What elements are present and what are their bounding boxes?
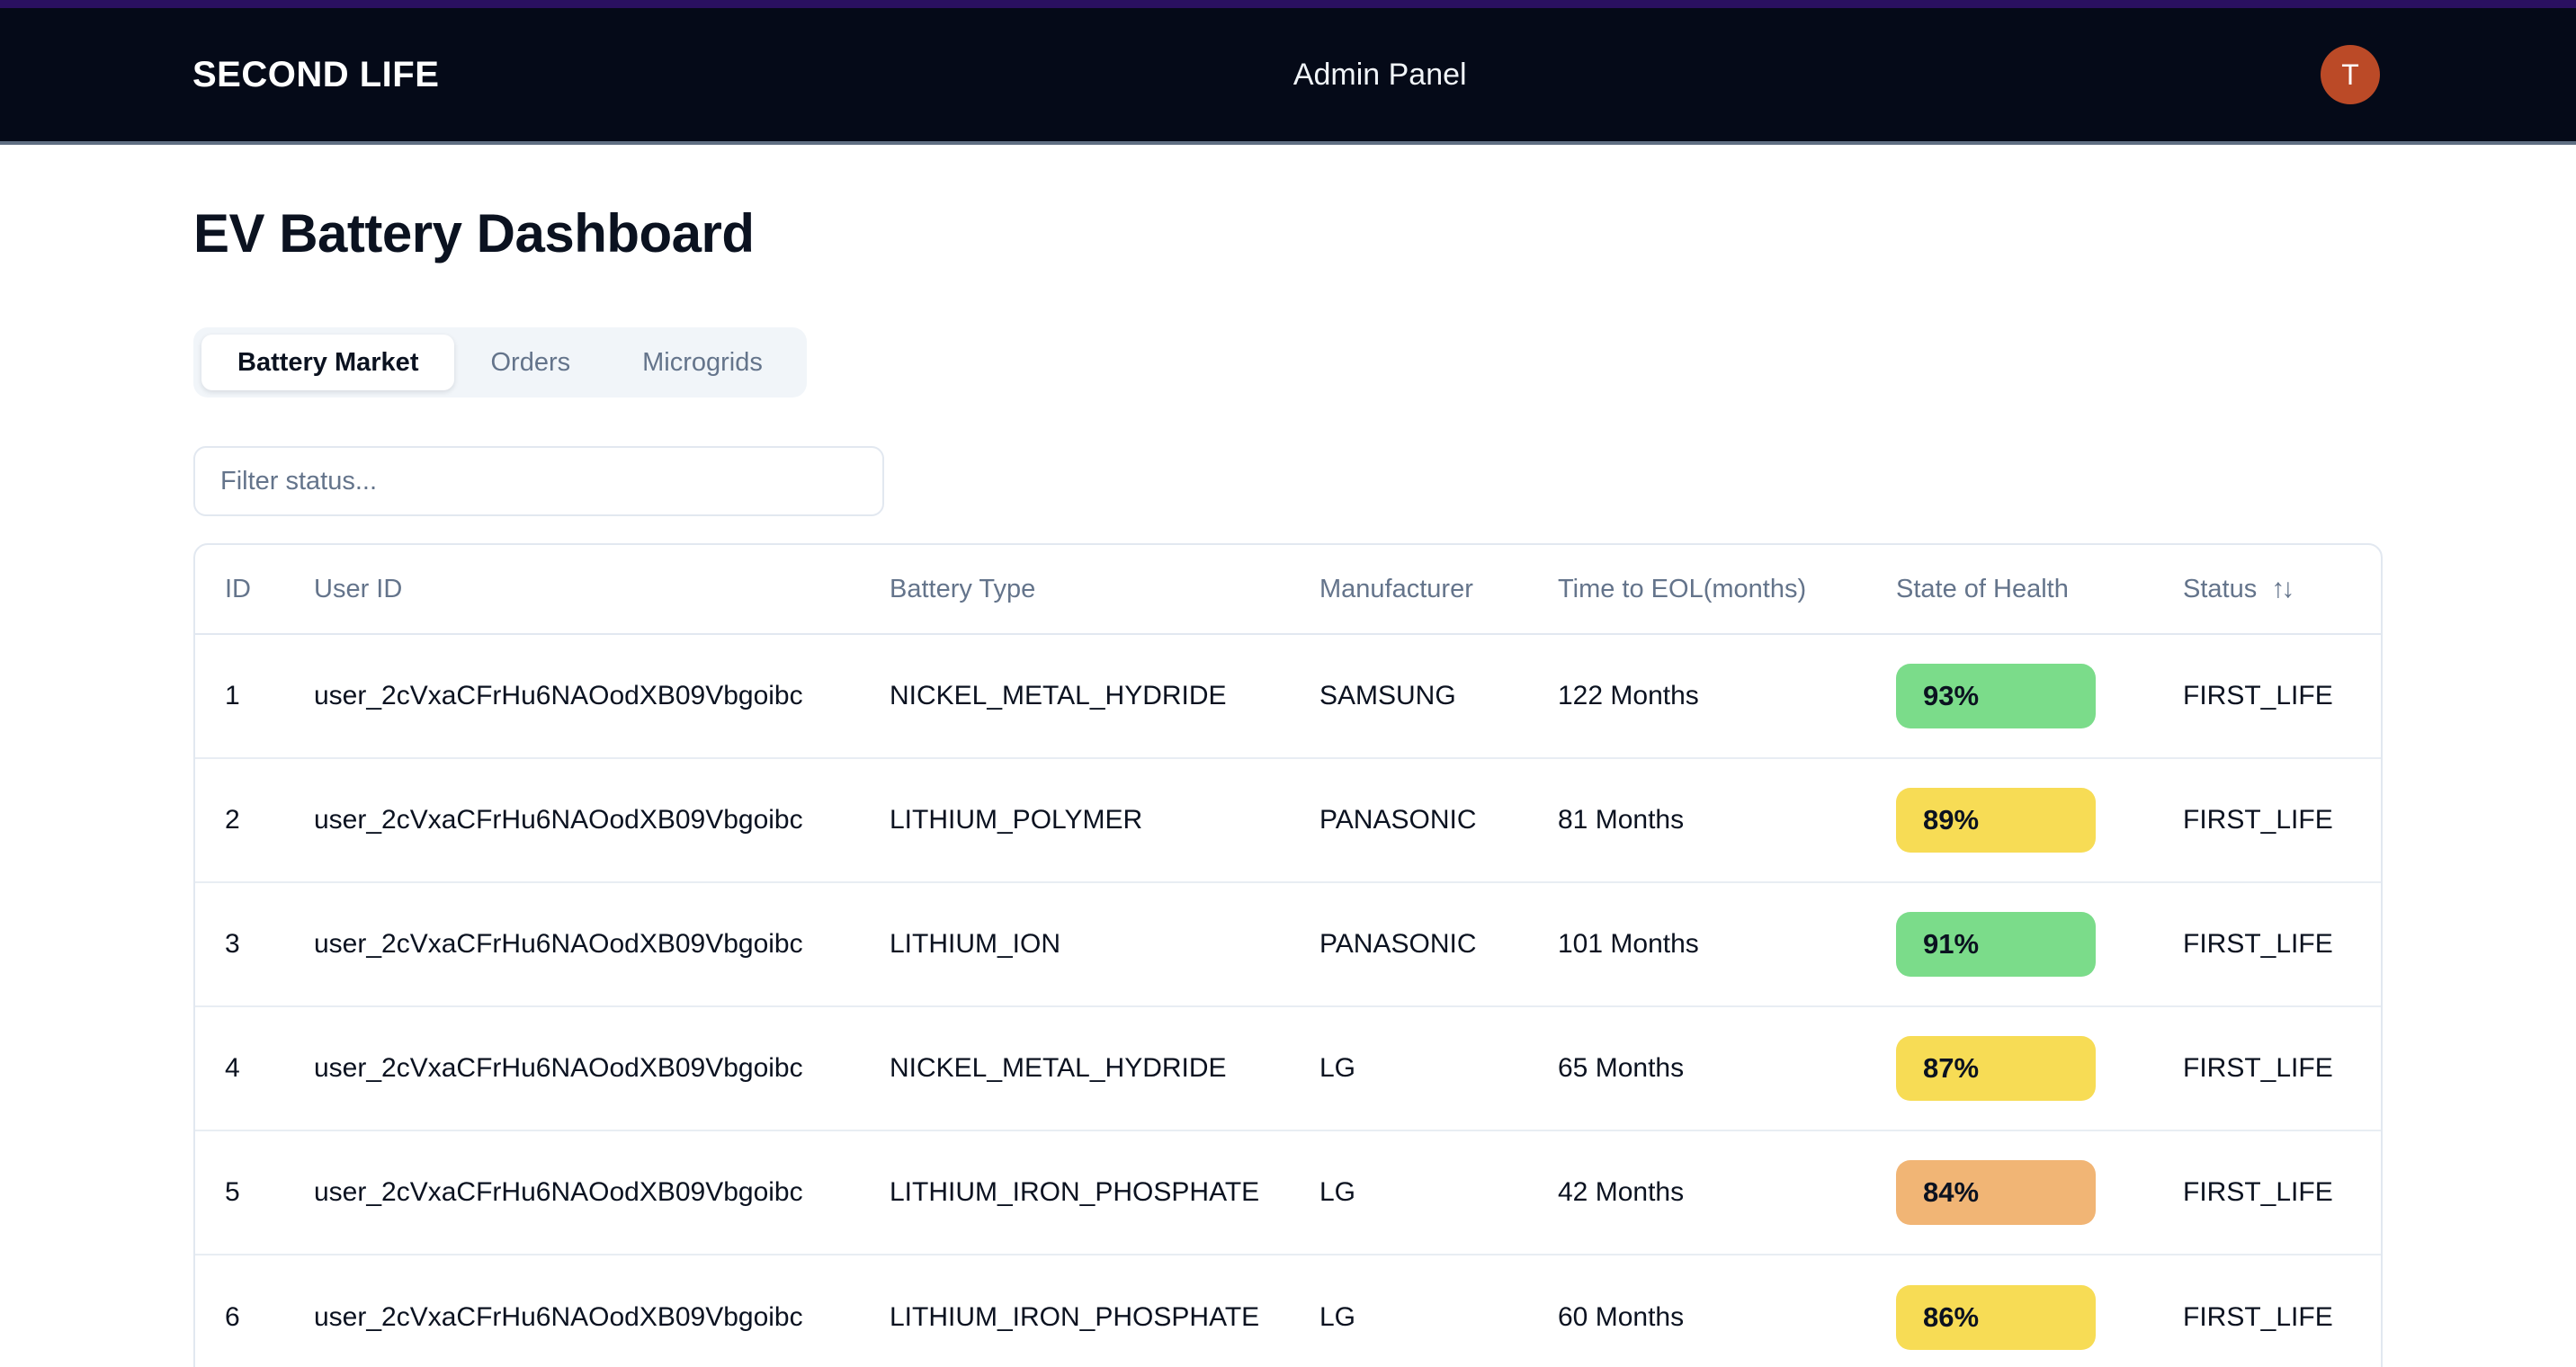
column-header-manufacturer: Manufacturer	[1319, 575, 1558, 604]
tab-battery-market[interactable]: Battery Market	[201, 335, 455, 390]
navbar-title: Admin Panel	[1292, 57, 1467, 92]
state-of-health-badge: 86%	[1896, 1285, 2096, 1350]
tab-microgrids[interactable]: Microgrids	[642, 347, 763, 377]
cell-soh: 93%	[1896, 664, 2183, 728]
table-row: 6 user_2cVxaCFrHu6NAOodXB09Vbgoibc LITHIUM…	[195, 1255, 2381, 1367]
column-header-label: Manufacturer	[1319, 574, 1473, 603]
cell-manufacturer: LG	[1319, 1302, 1356, 1332]
battery-table: ID User ID Battery Type Manufacturer Time to…	[193, 543, 2383, 1367]
cell-status: FIRST_LIFE	[2183, 1302, 2333, 1332]
cell-eol: 122 Months	[1558, 681, 1699, 710]
cell-user-id: user_2cVxaCFrHu6NAOodXB09Vbgoibc	[314, 1177, 803, 1207]
cell-manufacturer: PANASONIC	[1319, 929, 1477, 959]
state-of-health-badge: 87%	[1896, 1036, 2096, 1101]
table-body: 1 user_2cVxaCFrHu6NAOodXB09Vbgoibc NICKEL_…	[195, 635, 2381, 1367]
column-header-label: ID	[225, 574, 251, 603]
cell-battery-type: LITHIUM_IRON_PHOSPHATE	[890, 1302, 1260, 1332]
navbar-accent-strip	[0, 0, 2576, 8]
page-title: EV Battery Dashboard	[193, 203, 755, 264]
cell-soh: 91%	[1896, 912, 2183, 977]
table-row: 1 user_2cVxaCFrHu6NAOodXB09Vbgoibc NICKEL_…	[195, 635, 2381, 759]
cell-status: FIRST_LIFE	[2183, 1053, 2333, 1083]
cell-id: 6	[225, 1302, 240, 1332]
cell-user-id: user_2cVxaCFrHu6NAOodXB09Vbgoibc	[314, 929, 803, 959]
cell-manufacturer: LG	[1319, 1053, 1356, 1083]
cell-battery-type: LITHIUM_IRON_PHOSPHATE	[890, 1177, 1260, 1207]
cell-user-id: user_2cVxaCFrHu6NAOodXB09Vbgoibc	[314, 805, 803, 835]
brand-logo[interactable]: SECOND LIFE	[192, 54, 440, 94]
cell-eol: 81 Months	[1558, 805, 1685, 835]
cell-soh: 87%	[1896, 1036, 2183, 1101]
cell-status: FIRST_LIFE	[2183, 805, 2333, 835]
cell-user-id: user_2cVxaCFrHu6NAOodXB09Vbgoibc	[314, 681, 803, 710]
cell-id: 4	[225, 1053, 240, 1083]
column-header-id: ID	[225, 575, 314, 604]
cell-eol: 101 Months	[1558, 929, 1699, 959]
cell-user-id: user_2cVxaCFrHu6NAOodXB09Vbgoibc	[314, 1053, 803, 1083]
sort-arrows-icon[interactable]: ↑↓	[2271, 574, 2294, 603]
cell-status: FIRST_LIFE	[2183, 1177, 2333, 1207]
cell-battery-type: NICKEL_METAL_HYDRIDE	[890, 1053, 1227, 1083]
tab-orders[interactable]: Orders	[490, 347, 571, 377]
cell-id: 5	[225, 1177, 240, 1207]
cell-manufacturer: LG	[1319, 1177, 1356, 1207]
cell-id: 1	[225, 681, 240, 710]
table-row: 5 user_2cVxaCFrHu6NAOodXB09Vbgoibc LITHIUM…	[195, 1131, 2381, 1255]
cell-eol: 60 Months	[1558, 1302, 1685, 1332]
column-header-battery-type: Battery Type	[890, 575, 1319, 604]
column-header-label: Battery Type	[890, 574, 1036, 603]
cell-eol: 42 Months	[1558, 1177, 1685, 1207]
table-row: 4 user_2cVxaCFrHu6NAOodXB09Vbgoibc NICKEL_…	[195, 1007, 2381, 1131]
cell-battery-type: LITHIUM_POLYMER	[890, 805, 1143, 835]
column-header-state-of-health: State of Health	[1896, 575, 2183, 604]
cell-manufacturer: SAMSUNG	[1319, 681, 1456, 710]
column-header-status[interactable]: Status ↑↓	[2183, 574, 2351, 604]
column-header-time-to-eol-months-: Time to EOL(months)	[1558, 575, 1896, 604]
column-header-user-id: User ID	[314, 575, 890, 604]
cell-soh: 84%	[1896, 1160, 2183, 1225]
table-row: 3 user_2cVxaCFrHu6NAOodXB09Vbgoibc LITHIUM…	[195, 883, 2381, 1007]
cell-soh: 89%	[1896, 788, 2183, 853]
state-of-health-badge: 84%	[1896, 1160, 2096, 1225]
cell-manufacturer: PANASONIC	[1319, 805, 1477, 835]
state-of-health-badge: 91%	[1896, 912, 2096, 977]
table-row: 2 user_2cVxaCFrHu6NAOodXB09Vbgoibc LITHIUM…	[195, 759, 2381, 883]
cell-battery-type: LITHIUM_ION	[890, 929, 1061, 959]
cell-user-id: user_2cVxaCFrHu6NAOodXB09Vbgoibc	[314, 1302, 803, 1332]
column-header-label: User ID	[314, 574, 403, 603]
main-content: EV Battery Dashboard Battery Market Order…	[193, 145, 2383, 1367]
filter-status-input[interactable]	[193, 446, 884, 516]
cell-soh: 86%	[1896, 1285, 2183, 1350]
cell-battery-type: NICKEL_METAL_HYDRIDE	[890, 681, 1227, 710]
navbar: SECOND LIFE Admin Panel T	[0, 8, 2576, 145]
cell-status: FIRST_LIFE	[2183, 681, 2333, 710]
user-avatar[interactable]: T	[2321, 45, 2380, 104]
state-of-health-badge: 89%	[1896, 788, 2096, 853]
state-of-health-badge: 93%	[1896, 664, 2096, 728]
tab-bar: Battery Market Orders Microgrids	[193, 327, 807, 398]
column-header-label: State of Health	[1896, 574, 2069, 603]
cell-status: FIRST_LIFE	[2183, 929, 2333, 959]
cell-id: 3	[225, 929, 240, 959]
table-header-row: ID User ID Battery Type Manufacturer Time to…	[195, 545, 2381, 635]
column-header-label: Time to EOL(months)	[1558, 574, 1807, 603]
cell-id: 2	[225, 805, 240, 835]
column-header-label: Status	[2183, 574, 2258, 603]
cell-eol: 65 Months	[1558, 1053, 1685, 1083]
